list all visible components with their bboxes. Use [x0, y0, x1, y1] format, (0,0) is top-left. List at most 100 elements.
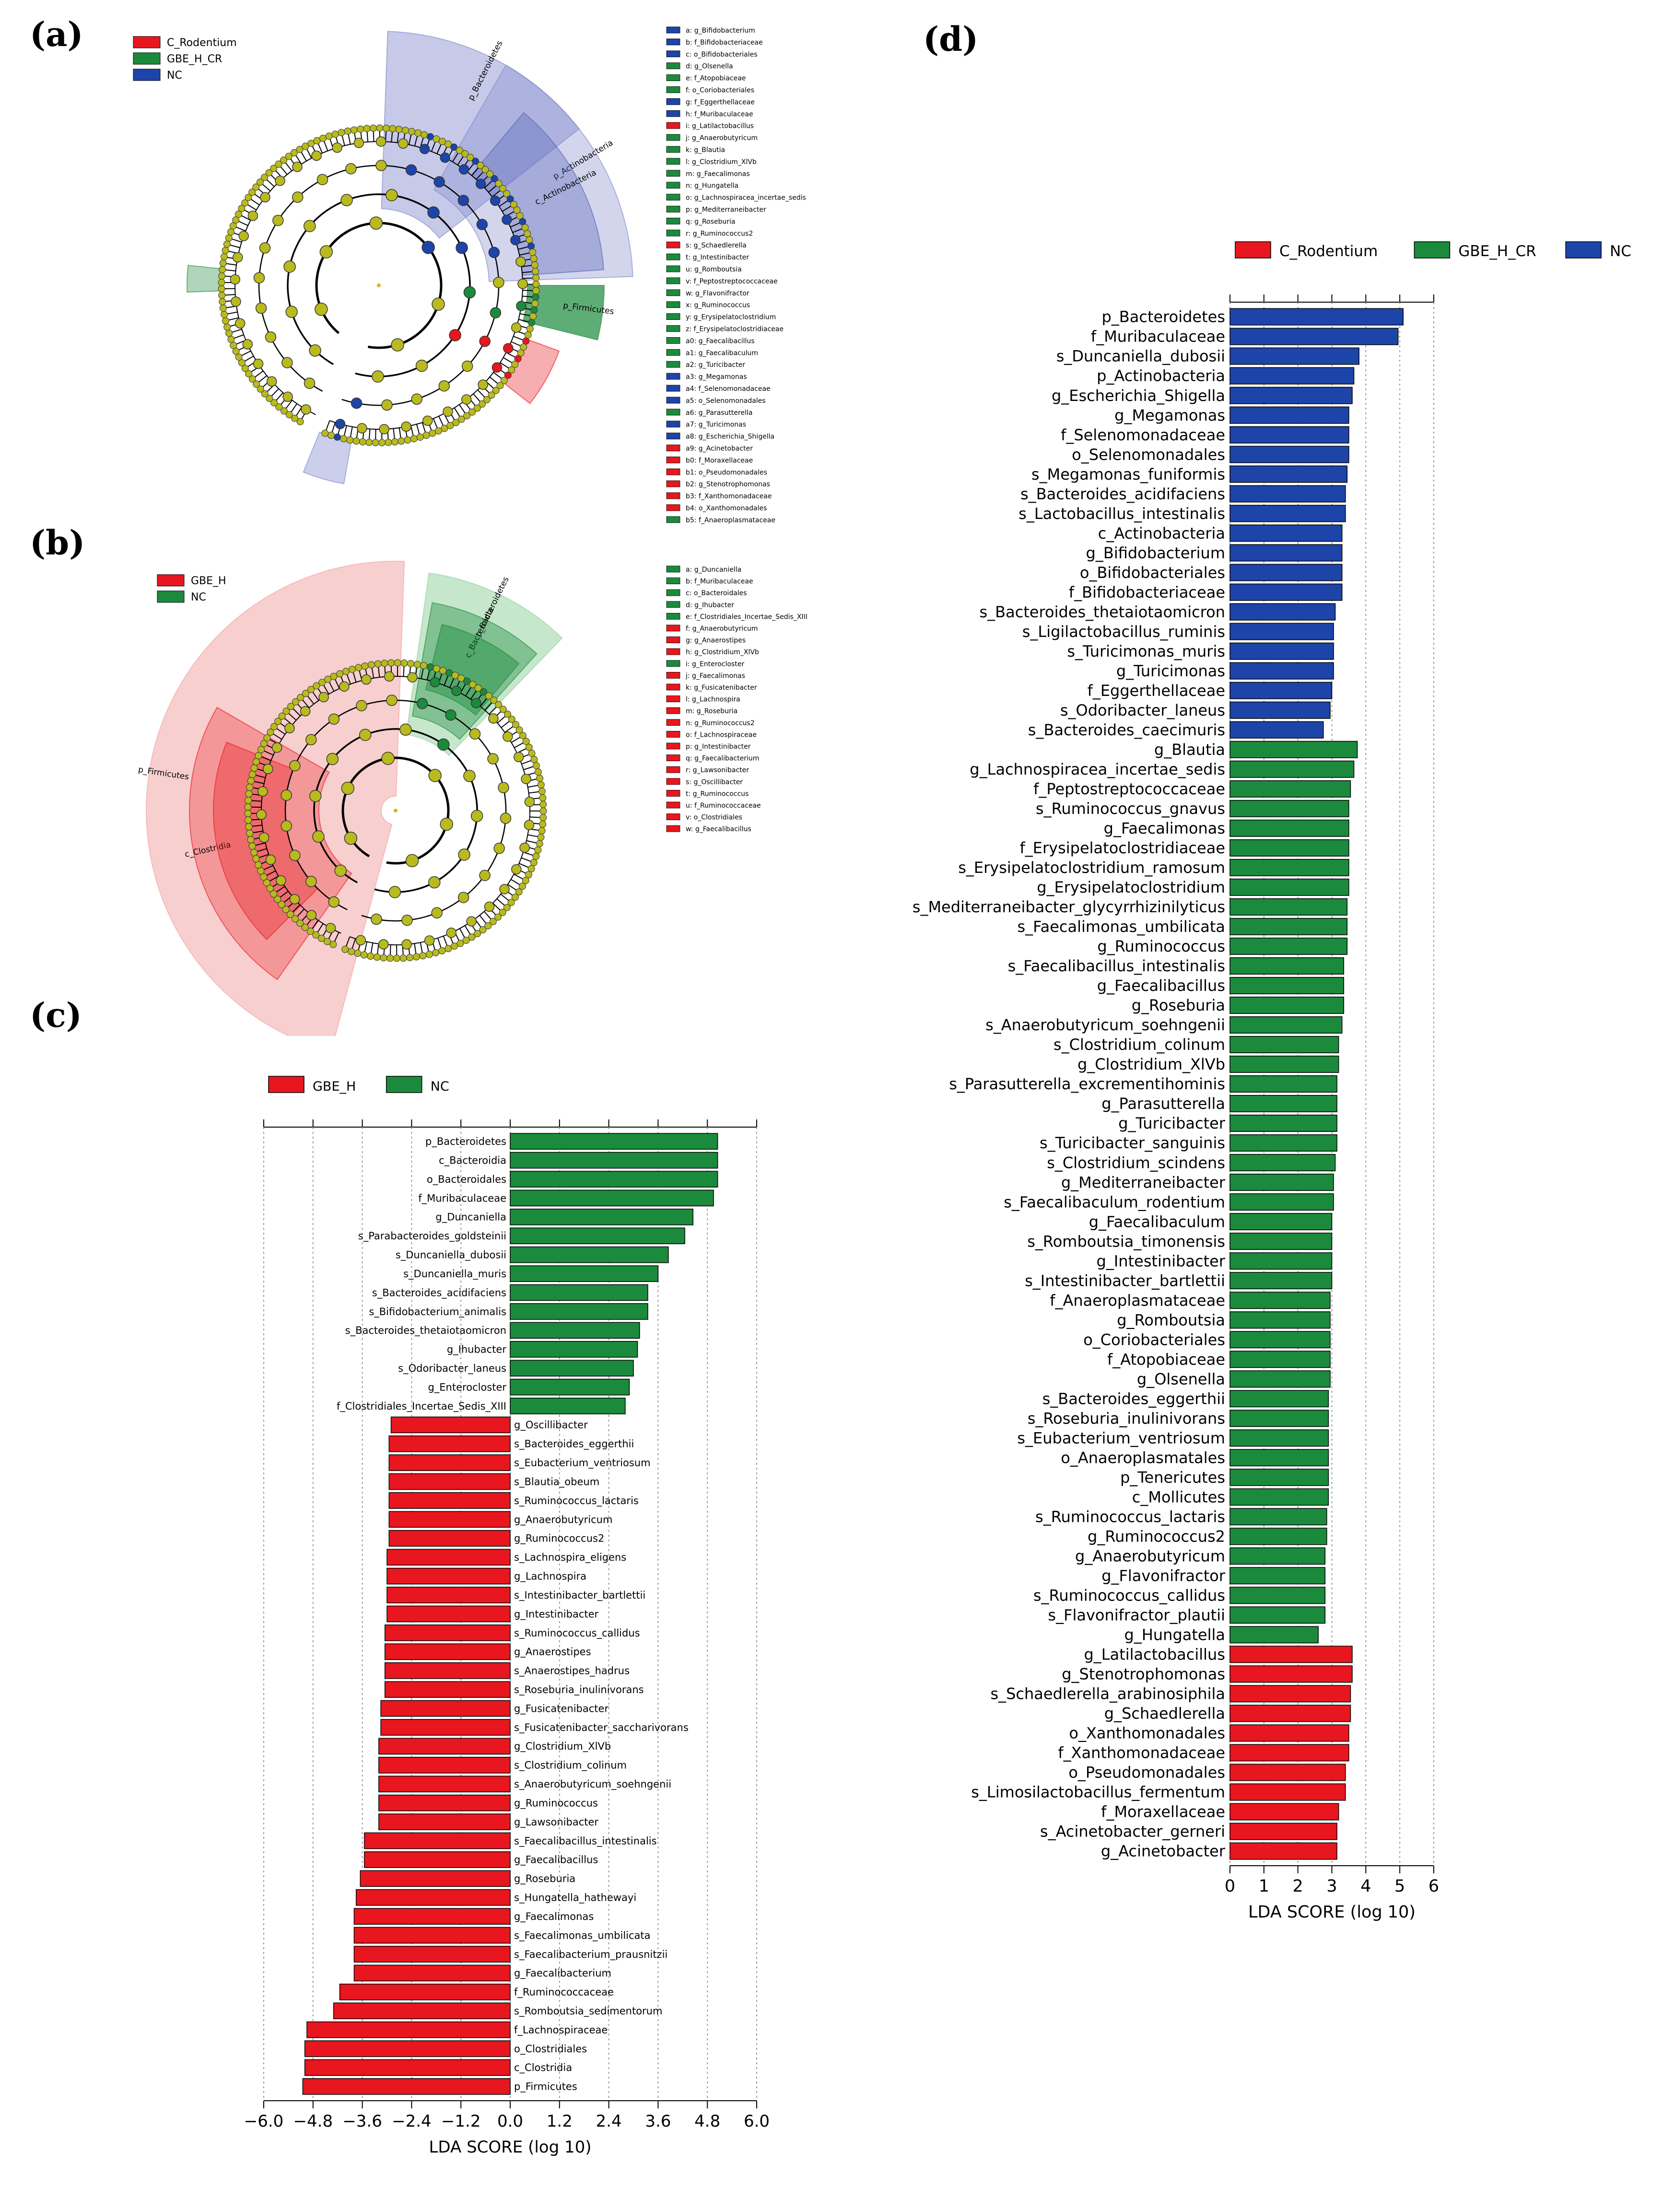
bar-label: s_Faecalibacillus_intestinalis — [514, 1835, 657, 1847]
tree-node — [253, 380, 260, 388]
bar-label: g_Mediterraneibacter — [1061, 1173, 1226, 1191]
tree-node — [522, 877, 529, 884]
legend-swatch-gbe-h-cr — [1414, 241, 1451, 259]
key-swatch — [666, 421, 680, 428]
bar-label: g_Anaerobutyricum — [514, 1514, 612, 1526]
key-entry: v: o_Clostridiales — [686, 814, 742, 822]
legend-label-nc: NC — [191, 591, 206, 603]
key-swatch — [666, 194, 680, 201]
bar-label: s_Bacteroides_eggerthii — [1042, 1389, 1225, 1408]
bar-s-mediterraneibacter-glycyrrhizinilyticus — [1229, 898, 1348, 916]
tick-label: 2 — [1293, 1877, 1303, 1896]
tree-node — [492, 387, 500, 394]
tree-node — [325, 923, 336, 933]
tree-node — [274, 895, 281, 903]
tree-node — [401, 939, 412, 950]
key-swatch — [666, 217, 680, 224]
bar-f-erysipelatoclostridiaceae — [1229, 839, 1349, 857]
legend-swatch-nc — [1565, 241, 1602, 259]
tree-node — [257, 786, 268, 797]
bar-s-clostridium-colinum — [1229, 1035, 1339, 1053]
tree-node — [398, 437, 405, 445]
tree-node — [539, 807, 547, 815]
tree-node — [355, 935, 366, 946]
tick-label: 2.4 — [596, 2112, 622, 2131]
clade-highlight — [187, 265, 222, 293]
tick-label: 3 — [1326, 1877, 1337, 1896]
key-swatch — [666, 98, 680, 105]
tree-node — [500, 377, 508, 384]
tree-node — [248, 842, 256, 850]
tree-node — [449, 329, 461, 341]
tree-node — [346, 436, 354, 444]
bar-label: s_Blautia_obeum — [514, 1476, 599, 1488]
key-swatch — [666, 492, 680, 499]
tree-node — [431, 907, 443, 919]
tree-node — [395, 126, 403, 133]
bar-label: c_Actinobacteria — [1098, 524, 1225, 542]
bar-label: s_Anaerobutyricum_soehngenii — [514, 1778, 671, 1790]
bar-label: g_Intestinibacter — [514, 1608, 599, 1620]
tree-node — [372, 439, 379, 447]
key-swatch — [666, 695, 680, 703]
bar-label: g_Turicibacter — [1118, 1114, 1226, 1132]
tree-node — [440, 152, 450, 163]
tree-node — [244, 803, 252, 811]
key-swatch — [666, 445, 680, 451]
bar-label: s_Roseburia_inulinivorans — [514, 1684, 644, 1696]
tree-node — [502, 214, 512, 225]
panel-label-b: (b) — [30, 523, 85, 563]
bar-s-intestinibacter-bartlettii — [386, 1587, 511, 1603]
key-entry: b4: o_Xanthomonadales — [686, 505, 767, 512]
tree-node — [519, 218, 527, 225]
tree-node — [312, 830, 325, 843]
bar-g-anaerobutyricum — [1229, 1547, 1326, 1565]
bar-label: g_Hungatella — [1124, 1626, 1225, 1644]
key-entry: i: g_Enterocloster — [686, 660, 744, 668]
bar-g-bifidobacterium — [1229, 544, 1343, 562]
tree-node — [532, 294, 539, 301]
tree-node — [530, 306, 538, 314]
bar-label: s_Ruminococcus_lactaris — [514, 1495, 639, 1507]
bar-g-acinetobacter — [1229, 1842, 1337, 1860]
tree-node — [486, 170, 494, 178]
bar-p-bacteroidetes — [1229, 308, 1404, 326]
tree-node — [253, 358, 264, 369]
tree-node — [336, 670, 344, 678]
bar-s-faecalibacillus-intestinalis — [364, 1832, 511, 1849]
bar-label: g_Enterocloster — [428, 1381, 506, 1393]
tree-root — [377, 283, 381, 287]
key-entry: a: g_Duncaniella — [686, 566, 741, 574]
tree-node — [225, 329, 233, 337]
bar-o-bacteroidales — [510, 1171, 718, 1188]
tree-node — [414, 129, 422, 137]
bar-g-ruminococcus2 — [388, 1530, 511, 1547]
tree-node — [324, 675, 332, 683]
tree-branch — [313, 728, 478, 893]
tree-node — [292, 191, 304, 203]
tree-node — [519, 732, 527, 740]
bar-s-bacteroides-acidifaciens — [510, 1284, 648, 1301]
bar-label: g_Ruminococcus2 — [1088, 1527, 1225, 1545]
tree-node — [319, 245, 333, 259]
tree-node — [536, 775, 544, 782]
bar-s-anaerobutyricum-soehngenii — [378, 1776, 511, 1793]
tree-node — [499, 706, 507, 713]
tree-node — [451, 671, 459, 679]
tree-node — [326, 753, 339, 765]
tree-node — [356, 700, 367, 712]
key-swatch — [666, 241, 680, 248]
bar-label: s_Turicibacter_sanguinis — [1040, 1134, 1225, 1152]
key-swatch — [666, 457, 680, 463]
bar-label: f_Ruminococcaceae — [514, 1987, 614, 1999]
tree-node — [487, 753, 499, 765]
tree-node — [341, 945, 349, 953]
tree-node — [458, 164, 469, 175]
tree-node — [272, 214, 284, 226]
bar-s-megamonas-funiformis — [1229, 465, 1348, 483]
tree-node — [257, 746, 265, 753]
tree-node — [282, 906, 290, 913]
tree-node — [446, 928, 456, 938]
bar-label: g_Faecalibacterium — [514, 1967, 611, 1979]
tree-node — [235, 211, 243, 218]
